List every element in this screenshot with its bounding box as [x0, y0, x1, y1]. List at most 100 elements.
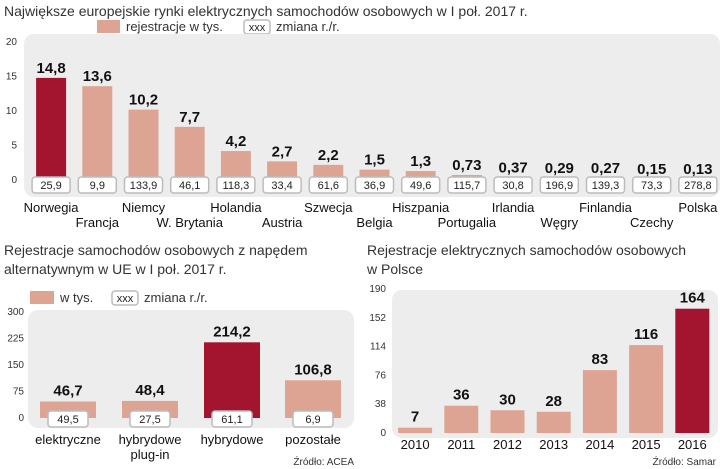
chart2-legend-badge [111, 290, 139, 306]
chart1-change-badge [585, 176, 626, 194]
chart2-category-label: hybrydowe [119, 432, 182, 447]
chart1-category-label: Irlandia [492, 200, 535, 215]
chart3-category-label: 2010 [401, 437, 430, 452]
chart1-value-label: 14,8 [36, 60, 65, 77]
chart1-bar [405, 171, 436, 180]
chart3-ytick: 0 [380, 428, 386, 439]
chart3-bar [536, 411, 571, 433]
chart1-change-badge [354, 176, 395, 194]
chart1-category-label: Finlandia [579, 200, 633, 215]
chart3-category-label: 2011 [447, 437, 475, 452]
chart2-change-badge [129, 410, 171, 428]
chart1-change-badge [447, 176, 487, 194]
chart1-value-label: 1,3 [410, 153, 431, 170]
chart1-change-badge [400, 176, 441, 194]
chart1-category-label: Norwegia [24, 200, 80, 215]
chart1-change-badge [216, 176, 256, 194]
chart2-change-label: 61,1 [221, 414, 242, 426]
chart1-category-label: Węgry [541, 215, 579, 230]
chart1-bar [220, 151, 251, 180]
chart2-title-line1: Rejestracje samochodów osobowych z napęd… [4, 242, 308, 258]
chart1-bar [174, 126, 205, 180]
chart2-title-line2: alternatywnym w UE w I poł. 2017 r. [4, 261, 227, 277]
chart3-value-label: 28 [545, 393, 562, 410]
chart1-category-label: Hiszpania [392, 200, 450, 215]
chart1-change-label: 30,8 [502, 180, 523, 192]
chart2-category-label: plug-in [130, 447, 169, 462]
chart3-bar [444, 405, 479, 433]
chart1-category-label: Polska [678, 200, 718, 215]
chart3-value-label: 116 [634, 326, 658, 343]
chart1-change-badge [169, 176, 210, 194]
chart2-legend-badge-text: xxx [117, 293, 134, 305]
chart-europe-ev-markets: Największe europejskie rynki elektryczny… [4, 3, 720, 230]
chart3-ytick: 152 [369, 313, 386, 324]
chart1-value-label: 2,2 [318, 147, 339, 164]
chart2-ytick: 300 [7, 307, 24, 318]
chart1-ytick: 20 [6, 37, 18, 48]
chart2-value-label: 106,8 [294, 361, 332, 378]
chart2-value-label: 46,7 [53, 382, 82, 399]
chart3-bar [629, 345, 664, 433]
chart1-legend-bar-label: rejestracje w tys. [126, 19, 223, 34]
chart3-value-label: 164 [680, 290, 706, 307]
chart1-category-label: W. Brytania [156, 215, 223, 230]
chart2-legend-bar-label: w tys. [59, 290, 93, 305]
chart2-change-badge [47, 410, 89, 428]
chart3-category-label: 2012 [493, 437, 522, 452]
chart2-bar [204, 342, 260, 418]
chart1-ytick: 5 [11, 141, 17, 152]
chart2-ytick: 150 [7, 360, 24, 371]
chart1-change-label: 36,9 [364, 180, 385, 192]
chart2-ytick: 225 [7, 334, 24, 345]
chart1-value-label: 0,29 [545, 160, 574, 177]
chart1-change-label: 61,6 [318, 180, 339, 192]
chart3-value-label: 7 [411, 409, 419, 426]
chart3-bar [582, 370, 617, 433]
chart2-source: Źródło: ACEA [293, 455, 354, 468]
chart1-value-label: 0,13 [683, 161, 712, 178]
chart1-change-badge [31, 176, 71, 194]
chart2-category-label: elektryczne [35, 432, 101, 447]
chart1-ytick: 15 [6, 72, 18, 83]
chart3-bar [398, 427, 433, 433]
chart1-value-label: 7,7 [179, 109, 200, 126]
chart3-title-line2: w Polsce [366, 261, 423, 277]
chart1-change-label: 278,8 [684, 180, 712, 192]
chart2-ytick: 75 [13, 387, 25, 398]
chart1-change-label: 46,1 [179, 180, 200, 192]
chart1-value-label: 0,73 [452, 157, 481, 174]
chart1-bar [82, 86, 113, 180]
chart1-legend-badge-label: zmiana r./r. [276, 19, 340, 34]
chart1-category-label: Szwecja [304, 200, 353, 215]
chart1-change-label: 196,9 [546, 180, 574, 192]
chart1-change-badge [631, 176, 672, 194]
chart1-ytick: 0 [11, 175, 17, 186]
chart3-bar [490, 410, 525, 433]
chart1-change-badge [77, 176, 118, 194]
chart1-value-label: 0,37 [498, 159, 527, 176]
chart2-change-label: 49,5 [57, 414, 78, 426]
chart2-category-label: hybrydowe [201, 432, 264, 447]
chart3-category-label: 2015 [632, 437, 661, 452]
chart1-category-label: Portugalia [438, 215, 497, 230]
chart3-ytick: 76 [375, 370, 387, 381]
chart1-change-badge [493, 176, 533, 194]
chart1-category-label: Niemcy [122, 200, 166, 215]
chart2-category-label: pozostałe [285, 432, 341, 447]
chart1-value-label: 0,27 [591, 160, 620, 177]
chart1-change-badge [539, 176, 580, 194]
chart3-category-label: 2014 [585, 437, 614, 452]
chart2-value-label: 48,4 [135, 382, 165, 399]
chart-eu-alternative-fuel: Rejestracje samochodów osobowych z napęd… [4, 242, 354, 468]
chart1-change-badge [262, 176, 302, 194]
chart1-change-label: 25,9 [40, 180, 61, 192]
chart1-bar [267, 161, 298, 180]
chart1-bar [313, 164, 344, 180]
chart3-value-label: 36 [453, 387, 470, 404]
chart2-change-badge [211, 410, 253, 428]
chart1-bar [128, 109, 159, 180]
chart3-ytick: 38 [375, 399, 387, 410]
chart1-change-label: 9,9 [90, 180, 105, 192]
